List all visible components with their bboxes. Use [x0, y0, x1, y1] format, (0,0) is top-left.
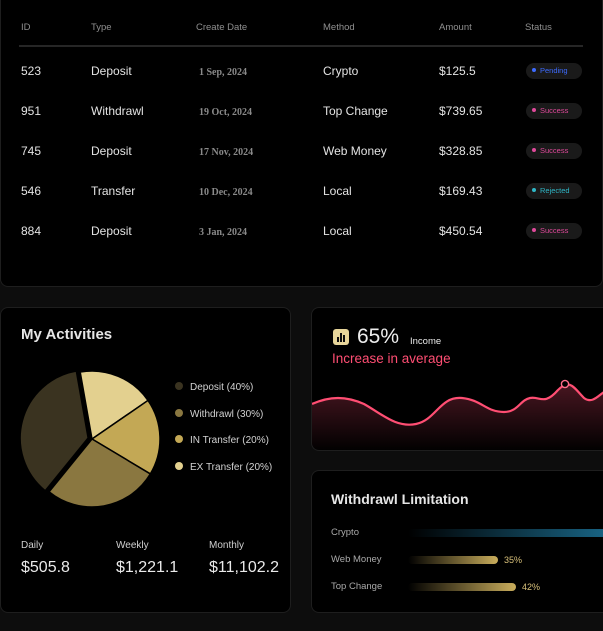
cell-amount: $450.54 [439, 224, 483, 238]
legend-label: Deposit (40%) [190, 382, 254, 393]
activities-card: My Activities Deposit (40%) Withdrawl (30… [0, 307, 291, 613]
cell-id: 951 [21, 104, 42, 118]
cell-method: Top Change [323, 104, 388, 118]
table-row[interactable]: 745 Deposit 17 Nov, 2024 Web Money $328.85 Su… [1, 143, 602, 184]
pie-slice[interactable] [90, 399, 161, 475]
limitation-label: Web Money [331, 554, 382, 565]
limitation-percent: 35% [504, 555, 523, 565]
cell-method: Web Money [323, 144, 387, 158]
status-text: Pending [540, 66, 568, 75]
cell-type: Withdrawl [91, 104, 144, 118]
status-badge: Rejected [526, 183, 582, 199]
cell-type: Deposit [91, 64, 132, 78]
withdrawl-limitation-card: Withdrawl Limitation Crypto86%Web Money3… [311, 470, 603, 613]
legend-dot-icon [175, 435, 183, 444]
limitation-bar [408, 556, 603, 564]
cell-id: 546 [21, 184, 42, 198]
legend-item[interactable]: EX Transfer (20%) [175, 462, 272, 473]
status-text: Success [540, 226, 569, 235]
status-text: Success [540, 106, 569, 115]
pie-slice[interactable] [19, 370, 89, 492]
stat-label: Weekly [116, 540, 149, 551]
legend-label: EX Transfer (20%) [190, 461, 273, 473]
activities-pie-chart [19, 370, 161, 508]
cell-id: 745 [21, 144, 42, 158]
cell-type: Deposit [91, 224, 132, 238]
pie-slice[interactable] [79, 370, 150, 441]
pie-slice[interactable] [48, 438, 152, 508]
header-create-date[interactable]: Create Date [196, 22, 248, 33]
header-method[interactable]: Method [323, 22, 355, 33]
header-type[interactable]: Type [91, 22, 112, 33]
stat-value: $505.8 [21, 559, 70, 576]
legend-item[interactable]: Deposit (40%) [175, 382, 253, 393]
legend-item[interactable]: Withdrawl (30%) [175, 409, 263, 420]
header-id[interactable]: ID [21, 22, 31, 33]
cell-method: Local [323, 224, 352, 238]
stat-label: Monthly [209, 540, 245, 551]
status-text: Rejected [540, 186, 570, 195]
table-header: ID Type Create Date Method Amount Status [1, 0, 602, 47]
status-badge: Success [526, 143, 582, 159]
table-row[interactable]: 546 Transfer 10 Dec, 2024 Local $169.43 Rejec… [1, 183, 602, 224]
activities-title: My Activities [21, 326, 113, 343]
legend-label: IN Transfer (20%) [190, 435, 269, 446]
cell-type: Deposit [91, 144, 132, 158]
status-text: Success [540, 146, 569, 155]
limitation-bar [408, 529, 603, 537]
income-trend-line [312, 379, 603, 450]
status-dot-icon [532, 188, 536, 193]
trend-point-marker [560, 379, 570, 389]
status-badge: Pending [526, 63, 582, 79]
legend-dot-icon [175, 408, 183, 417]
cell-id: 523 [21, 64, 42, 78]
status-dot-icon [532, 68, 536, 73]
stat-value: $11,102.2 [209, 559, 279, 576]
bar-chart-icon [333, 329, 349, 345]
limitation-title: Withdrawl Limitation [331, 491, 469, 507]
status-dot-icon [532, 108, 536, 113]
cell-date: 3 Jan, 2024 [199, 227, 248, 238]
cell-date: 19 Oct, 2024 [199, 107, 253, 118]
limitation-percent: 42% [522, 582, 541, 592]
income-percent: 65% [357, 325, 400, 348]
cell-method: Local [323, 184, 352, 198]
status-dot-icon [532, 228, 536, 233]
cell-amount: $125.5 [439, 64, 476, 78]
table-row[interactable]: 951 Withdrawl 19 Oct, 2024 Top Change $739.6… [1, 103, 602, 144]
transactions-table-card: ID Type Create Date Method Amount Status… [0, 0, 603, 287]
legend-dot-icon [175, 382, 183, 391]
table-row[interactable]: 523 Deposit 1 Sep, 2024 Crypto $125.5 Pending [1, 63, 602, 104]
stat-value: $1,221.1 [116, 559, 179, 576]
legend-label: Withdrawl (30%) [190, 408, 264, 420]
table-row[interactable]: 884 Deposit 3 Jan, 2024 Local $450.54 Success [1, 223, 602, 264]
cell-type: Transfer [91, 184, 136, 198]
income-card: 65% Income Increase in average [311, 307, 603, 451]
limitation-bar-fill [408, 556, 498, 564]
status-dot-icon [532, 148, 536, 153]
cell-method: Crypto [323, 64, 359, 78]
cell-id: 884 [21, 224, 42, 238]
limitation-label: Top Change [331, 581, 383, 592]
cell-amount: $328.85 [439, 144, 483, 158]
income-label: Income [410, 336, 442, 347]
stat-label: Daily [21, 540, 44, 551]
header-status[interactable]: Status [525, 22, 552, 33]
status-badge: Success [526, 103, 582, 119]
limitation-bar [408, 583, 603, 591]
header-amount[interactable]: Amount [439, 22, 472, 33]
status-badge: Success [526, 223, 582, 239]
cell-amount: $739.65 [439, 104, 483, 118]
cell-date: 10 Dec, 2024 [199, 187, 253, 198]
income-subtitle: Increase in average [332, 351, 451, 366]
cell-date: 1 Sep, 2024 [199, 67, 248, 78]
limitation-bar-fill [408, 529, 603, 537]
legend-item[interactable]: IN Transfer (20%) [175, 435, 269, 446]
limitation-label: Crypto [331, 527, 359, 538]
cell-date: 17 Nov, 2024 [199, 147, 254, 158]
limitation-bar-fill [408, 583, 516, 591]
cell-amount: $169.43 [439, 184, 483, 198]
legend-dot-icon [175, 461, 183, 470]
header-divider [19, 45, 583, 47]
